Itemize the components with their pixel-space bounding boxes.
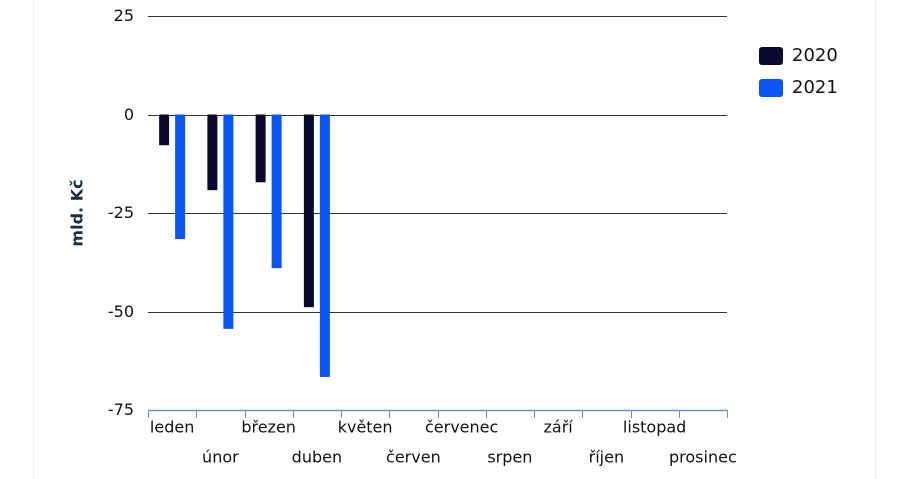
bar (159, 114, 170, 146)
bar (175, 114, 186, 240)
bar (303, 114, 314, 308)
bar (271, 114, 282, 269)
bar (255, 114, 266, 183)
x-tick-label: březen (241, 418, 296, 437)
x-tick-label: leden (150, 418, 194, 437)
y-tick-label: -75 (108, 400, 134, 419)
x-tick-label: květen (338, 418, 393, 437)
y-tick-label: -25 (108, 203, 134, 222)
legend-swatch (759, 79, 783, 97)
x-tick-label: prosinec (669, 448, 737, 467)
bar (207, 114, 218, 191)
x-tick-label: září (544, 418, 574, 437)
x-tick-label: listopad (623, 418, 686, 437)
legend-swatch (759, 47, 783, 65)
y-tick-label: 25 (114, 6, 134, 25)
x-tick-label: červenec (425, 418, 498, 437)
legend-label: 2020 (792, 45, 838, 66)
y-tick-label: -50 (108, 302, 134, 321)
legend-label: 2021 (792, 77, 838, 98)
bar (319, 114, 330, 377)
x-tick-label: červen (386, 448, 441, 467)
x-tick-label: říjen (589, 448, 624, 467)
y-tick-label: 0 (124, 105, 134, 124)
x-tick-label: únor (202, 448, 239, 467)
bar (223, 114, 234, 329)
x-tick-label: srpen (487, 448, 532, 467)
x-tick-label: duben (292, 448, 342, 467)
y-axis-label: mld. Kč (68, 179, 87, 246)
